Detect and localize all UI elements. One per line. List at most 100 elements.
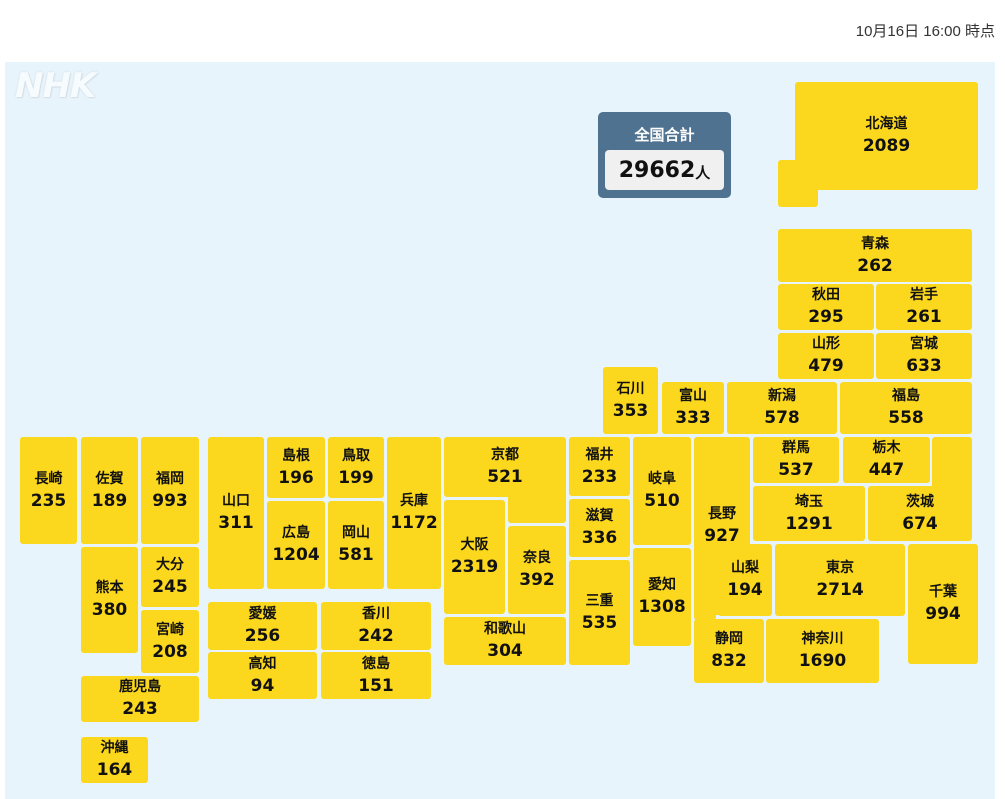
prefecture-count: 235 (30, 490, 67, 511)
prefecture-count: 295 (808, 307, 844, 327)
prefecture-tile[interactable]: 北海道 2089 (795, 82, 978, 190)
prefecture-tile[interactable]: 福島 558 (840, 382, 972, 434)
prefecture-tile[interactable]: 岐阜 510 (633, 437, 691, 545)
prefecture-tile[interactable]: 三重 535 (569, 560, 630, 665)
prefecture-count: 633 (906, 356, 942, 376)
prefecture-tile[interactable]: 滋賀 336 (569, 499, 630, 557)
prefecture-name: 秋田 (812, 287, 840, 303)
total-value-box: 29662 人 (605, 150, 724, 190)
prefecture-count: 1291 (785, 513, 833, 534)
prefecture-count: 164 (96, 760, 133, 780)
prefecture-name: 青森 (861, 235, 889, 252)
prefecture-name: 山梨 (731, 560, 759, 576)
prefecture-name: 静岡 (715, 631, 743, 647)
prefecture-tile[interactable]: 石川 353 (603, 367, 658, 434)
prefecture-tile[interactable]: 沖縄 164 (81, 737, 148, 783)
prefecture-tile[interactable]: 埼玉 1291 (753, 486, 865, 541)
prefecture-tile[interactable]: 岩手 261 (876, 284, 972, 330)
prefecture-tile[interactable]: 新潟 578 (727, 382, 837, 434)
prefecture-count: 151 (358, 675, 394, 696)
prefecture-tile[interactable]: 富山 333 (662, 382, 724, 434)
prefecture-count: 304 (487, 641, 523, 661)
prefecture-tile[interactable]: 大阪 2319 (444, 500, 505, 614)
prefecture-tile[interactable]: 青森 262 (778, 229, 972, 282)
prefecture-count: 1204 (272, 545, 320, 565)
prefecture-count: 196 (278, 467, 314, 488)
prefecture-tile[interactable]: 山形 479 (778, 333, 874, 379)
prefecture-name: 埼玉 (795, 493, 823, 510)
prefecture-tile[interactable]: 山梨 194 (718, 544, 772, 616)
prefecture-name: 山形 (812, 336, 840, 352)
prefecture-tile[interactable]: 愛媛 256 (208, 602, 317, 650)
prefecture-name: 岩手 (910, 287, 938, 303)
national-total-panel: 全国合計 29662 人 (598, 112, 731, 198)
prefecture-count: 311 (218, 513, 254, 533)
prefecture-tile[interactable]: 神奈川 1690 (766, 619, 879, 683)
prefecture-tile[interactable]: 鳥取 199 (328, 437, 384, 498)
prefecture-name: 福岡 (156, 470, 184, 487)
prefecture-tile[interactable]: 福岡 993 (141, 437, 199, 544)
prefecture-count: 242 (358, 626, 394, 646)
prefecture-name: 滋賀 (585, 508, 614, 524)
prefecture-tile[interactable]: 宮崎 208 (141, 610, 199, 673)
prefecture-count: 189 (91, 490, 128, 511)
prefecture-tile[interactable]: 和歌山 304 (444, 617, 566, 665)
prefecture-count: 581 (338, 545, 374, 565)
prefecture-count: 578 (764, 408, 800, 428)
prefecture-tile[interactable]: 愛知 1308 (633, 548, 691, 646)
prefecture-count: 479 (808, 356, 844, 376)
prefecture-tile[interactable]: 奈良 392 (508, 526, 566, 614)
prefecture-tile[interactable]: 鹿児島 243 (81, 676, 199, 722)
prefecture-tile[interactable]: 熊本 380 (81, 547, 138, 653)
prefecture-tile[interactable]: 東京 2714 (775, 544, 905, 616)
prefecture-tile[interactable]: 栃木 447 (843, 437, 930, 483)
prefecture-count: 1690 (798, 651, 847, 671)
prefecture-tile[interactable]: 長野 927 (694, 437, 750, 615)
nhk-logo: NHK (15, 66, 96, 106)
prefecture-count: 336 (581, 528, 618, 548)
prefecture-tile[interactable]: 徳島 151 (321, 652, 431, 699)
prefecture-count: 993 (152, 490, 188, 511)
prefecture-tile[interactable]: 長崎 235 (20, 437, 77, 544)
prefecture-count: 1172 (390, 513, 438, 533)
prefecture-tile[interactable]: 秋田 295 (778, 284, 874, 330)
prefecture-tile[interactable]: 千葉 994 (908, 544, 978, 664)
prefecture-tile[interactable]: 岡山 581 (328, 501, 384, 589)
prefecture-count: 243 (122, 699, 158, 719)
prefecture-tile[interactable]: 宮城 633 (876, 333, 972, 379)
prefecture-name: 熊本 (95, 580, 124, 596)
prefecture-name: 広島 (282, 525, 310, 541)
prefecture-name: 北海道 (865, 116, 908, 132)
prefecture-name: 愛知 (648, 577, 676, 593)
prefecture-tile[interactable]: 福井 233 (569, 437, 630, 496)
prefecture-name: 神奈川 (801, 631, 844, 647)
prefecture-tile[interactable]: 山口 311 (208, 437, 264, 589)
prefecture-tile[interactable]: 島根 196 (267, 437, 325, 498)
prefecture-count: 256 (244, 626, 281, 646)
prefecture-count: 233 (581, 466, 618, 487)
prefecture-count: 447 (868, 460, 905, 480)
prefecture-tile[interactable]: 高知 94 (208, 652, 317, 699)
prefecture-name: 福島 (892, 388, 920, 404)
prefecture-tile[interactable]: 香川 242 (321, 602, 431, 650)
prefecture-count: 535 (581, 612, 618, 633)
prefecture-count: 380 (91, 600, 128, 620)
prefecture-tile[interactable]: 群馬 537 (753, 437, 839, 483)
prefecture-name: 兵庫 (400, 493, 428, 509)
prefecture-tile[interactable]: 大分 245 (141, 547, 199, 607)
prefecture-name: 栃木 (872, 440, 901, 456)
prefecture-tile[interactable]: 佐賀 189 (81, 437, 138, 544)
prefecture-count: 2089 (862, 136, 911, 156)
prefecture-name: 長野 (708, 506, 736, 522)
update-timestamp: 10月16日 16:00 時点 (855, 23, 995, 40)
prefecture-name: 佐賀 (95, 470, 124, 487)
prefecture-tile[interactable]: 広島 1204 (267, 501, 325, 589)
prefecture-name: 宮崎 (156, 621, 184, 638)
prefecture-name: 新潟 (768, 388, 796, 404)
prefecture-tile[interactable]: 静岡 832 (694, 619, 764, 683)
prefecture-tile[interactable]: 京都 521 (444, 437, 566, 497)
prefecture-name: 千葉 (929, 584, 957, 600)
prefecture-name: 東京 (826, 560, 854, 576)
prefecture-tile[interactable]: 茨城 674 (868, 486, 972, 541)
prefecture-tile[interactable]: 兵庫 1172 (387, 437, 441, 589)
